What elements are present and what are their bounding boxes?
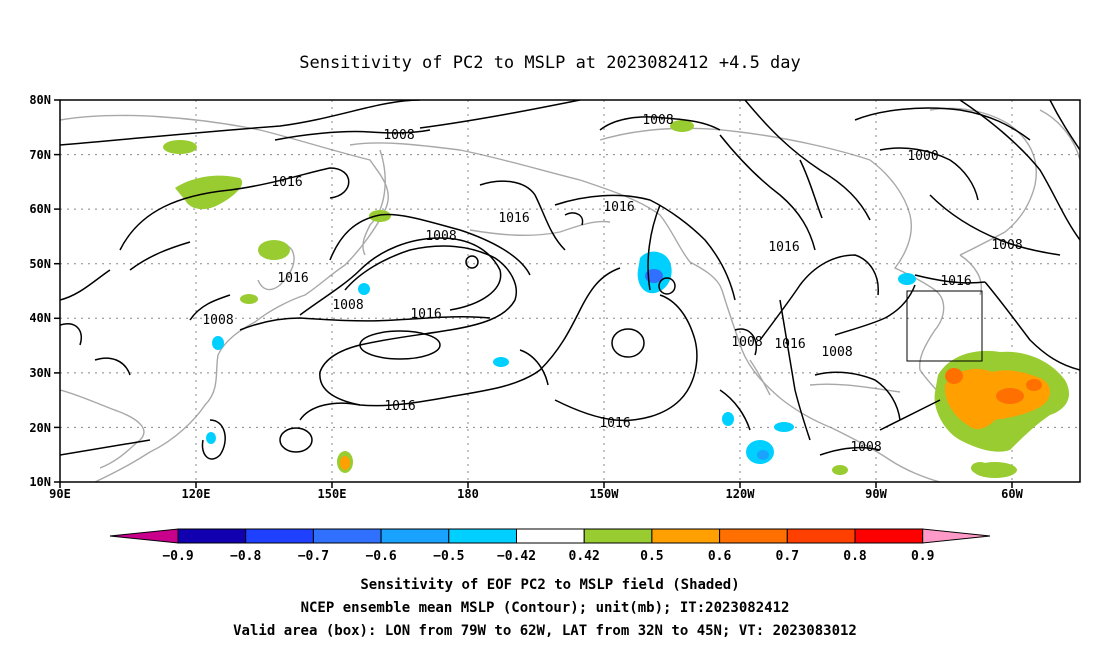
colorbar-box xyxy=(516,528,585,544)
lon-label: 150E xyxy=(318,487,347,501)
colorbar-label: 0.6 xyxy=(708,549,732,564)
colorbar-box xyxy=(719,528,788,544)
colorbar-low-triangle xyxy=(109,528,179,544)
colorbar-box xyxy=(177,528,247,544)
colorbar-label: 0.42 xyxy=(569,549,600,564)
contour-label: 1008 xyxy=(202,313,233,328)
colorbar-label: 0.5 xyxy=(640,549,663,564)
latitude-labels: 80N 70N 60N 50N 40N 30N 20N 10N xyxy=(29,93,51,489)
colorbar-box xyxy=(583,528,653,544)
lon-label: 180 xyxy=(457,487,479,501)
contour-label: 1008 xyxy=(642,113,673,128)
colorbar-box xyxy=(380,528,450,544)
contour-label: 1008 xyxy=(850,440,881,455)
sensitivity-shading xyxy=(163,120,1070,478)
lat-label: 60N xyxy=(29,202,51,216)
colorbar-label: 0.9 xyxy=(911,549,934,564)
lat-label: 20N xyxy=(29,421,51,435)
tick-marks xyxy=(54,99,1013,488)
colorbar-boxes xyxy=(109,528,991,544)
valid-area-box xyxy=(906,290,983,362)
contour-label: 1016 xyxy=(599,416,630,431)
contour-label: 1016 xyxy=(603,200,634,215)
colorbar-box xyxy=(245,528,314,544)
contour-label: 1016 xyxy=(498,211,529,226)
contour-label: 1016 xyxy=(271,175,302,190)
contour-label: 1016 xyxy=(940,274,971,289)
contour-label: 1008 xyxy=(731,335,762,350)
contour-label: 1016 xyxy=(277,271,308,286)
colorbar-label: −0.42 xyxy=(497,549,536,564)
contour-label: 1016 xyxy=(774,337,805,352)
colorbar-box xyxy=(312,528,382,544)
colorbar-labels: −0.9 −0.8 −0.7 −0.6 −0.5 −0.42 0.42 0.5 … xyxy=(162,549,934,564)
contour-label: 1008 xyxy=(332,298,363,313)
colorbar-label: −0.9 xyxy=(162,549,193,564)
colorbar-high-triangle xyxy=(922,528,991,544)
colorbar-box xyxy=(854,528,924,544)
colorbar-label: −0.7 xyxy=(298,549,329,564)
colorbar-label: −0.6 xyxy=(365,549,396,564)
contour-label: 1008 xyxy=(821,345,852,360)
colorbar-box xyxy=(448,528,517,544)
contour-label: 1008 xyxy=(991,238,1022,253)
grid-lines xyxy=(60,100,1080,482)
lon-label: 60W xyxy=(1001,487,1023,501)
pressure-contours xyxy=(60,100,1080,460)
lat-label: 70N xyxy=(29,148,51,162)
map-frame xyxy=(59,99,1081,483)
lon-label: 120E xyxy=(182,487,211,501)
lat-label: 30N xyxy=(29,366,51,380)
contour-label: 1016 xyxy=(384,399,415,414)
lon-label: 120W xyxy=(726,487,756,501)
caption-line-2: NCEP ensemble mean MSLP (Contour); unit(… xyxy=(301,600,790,616)
colorbar-label: −0.8 xyxy=(230,549,261,564)
lat-label: 50N xyxy=(29,257,51,271)
caption-line-1: Sensitivity of EOF PC2 to MSLP field (Sh… xyxy=(360,577,739,593)
longitude-labels: 90E 120E 150E 180 150W 120W 90W 60W xyxy=(49,487,1023,501)
colorbar-box xyxy=(786,528,856,544)
colorbar-label: 0.7 xyxy=(776,549,799,564)
contour-label: 1016 xyxy=(410,307,441,322)
lon-label: 90W xyxy=(865,487,887,501)
contour-label: 1008 xyxy=(425,229,456,244)
contour-label: 1016 xyxy=(768,240,799,255)
lat-label: 80N xyxy=(29,93,51,107)
colorbar-label: −0.5 xyxy=(433,549,464,564)
colorbar-label: 0.8 xyxy=(843,549,867,564)
contour-label: 1000 xyxy=(907,149,938,164)
map-panel: 1008 1008 1000 1016 1016 1016 1008 1016 … xyxy=(29,93,1081,501)
contour-labels: 1008 1008 1000 1016 1016 1016 1008 1016 … xyxy=(202,113,1022,455)
lon-label: 90E xyxy=(49,487,71,501)
lat-label: 10N xyxy=(29,475,51,489)
contour-label: 1008 xyxy=(383,128,414,143)
caption-line-3: Valid area (box): LON from 79W to 62W, L… xyxy=(233,623,857,639)
lat-label: 40N xyxy=(29,311,51,325)
lon-label: 150W xyxy=(590,487,620,501)
colorbar-box xyxy=(651,528,721,544)
colorbar: −0.9 −0.8 −0.7 −0.6 −0.5 −0.42 0.42 0.5 … xyxy=(109,528,991,564)
figure-title: Sensitivity of PC2 to MSLP at 2023082412… xyxy=(299,53,801,73)
